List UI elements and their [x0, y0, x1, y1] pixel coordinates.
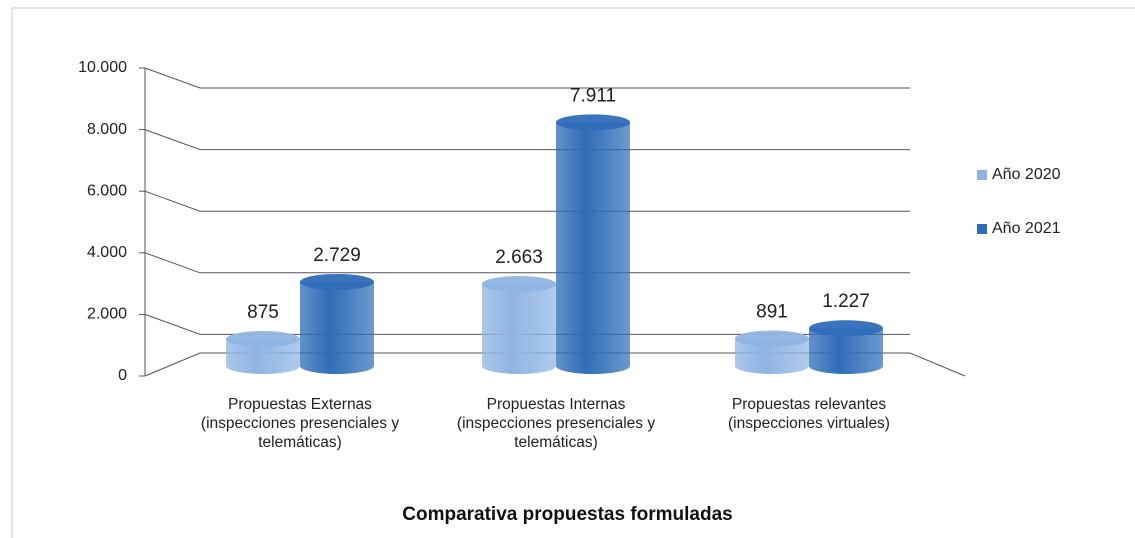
y-tick-label: 0: [118, 367, 127, 384]
data-label: 891: [756, 302, 788, 323]
bar-top: [226, 331, 300, 348]
y-tick-label: 4.000: [87, 244, 127, 261]
x-tick-label: Propuestas relevantes (inspecciones virt…: [728, 396, 890, 432]
data-label: 2.729: [313, 245, 361, 266]
x-tick-label: Propuestas Externas (inspecciones presen…: [200, 396, 400, 451]
data-label: 7.911: [570, 85, 616, 106]
data-label: 1.227: [822, 291, 870, 312]
bar-top: [809, 320, 883, 337]
grid-line: [144, 313, 910, 335]
frame: [11, 7, 1135, 538]
legend-label: Año 2021: [992, 220, 1061, 237]
legend-label: Año 2020: [992, 166, 1061, 183]
bar: [809, 328, 883, 374]
grid-line: [144, 129, 910, 151]
grid-line: [144, 252, 910, 274]
x-tick-label: Propuestas Internas (inspecciones presen…: [456, 396, 656, 451]
data-label: 875: [247, 302, 279, 323]
bar: [556, 122, 630, 374]
y-tick-label: 2.000: [87, 306, 127, 323]
grid-line: [144, 190, 910, 212]
legend-swatch: [977, 224, 987, 234]
legend-swatch: [977, 170, 987, 180]
y-tick-label: 6.000: [87, 182, 127, 199]
bar: [226, 339, 300, 374]
chart-title: Comparativa propuestas formuladas: [402, 504, 733, 525]
bar-top: [300, 273, 374, 290]
y-tick-label: 10.000: [78, 59, 127, 76]
bar: [735, 338, 809, 374]
bar-top: [482, 275, 556, 292]
bar: [482, 283, 556, 374]
y-tick-label: 8.000: [87, 121, 127, 138]
grid-line: [144, 67, 910, 89]
bar-top: [735, 330, 809, 347]
bar: [300, 281, 374, 374]
bar-top: [556, 114, 630, 131]
data-label: 2.663: [495, 247, 543, 268]
